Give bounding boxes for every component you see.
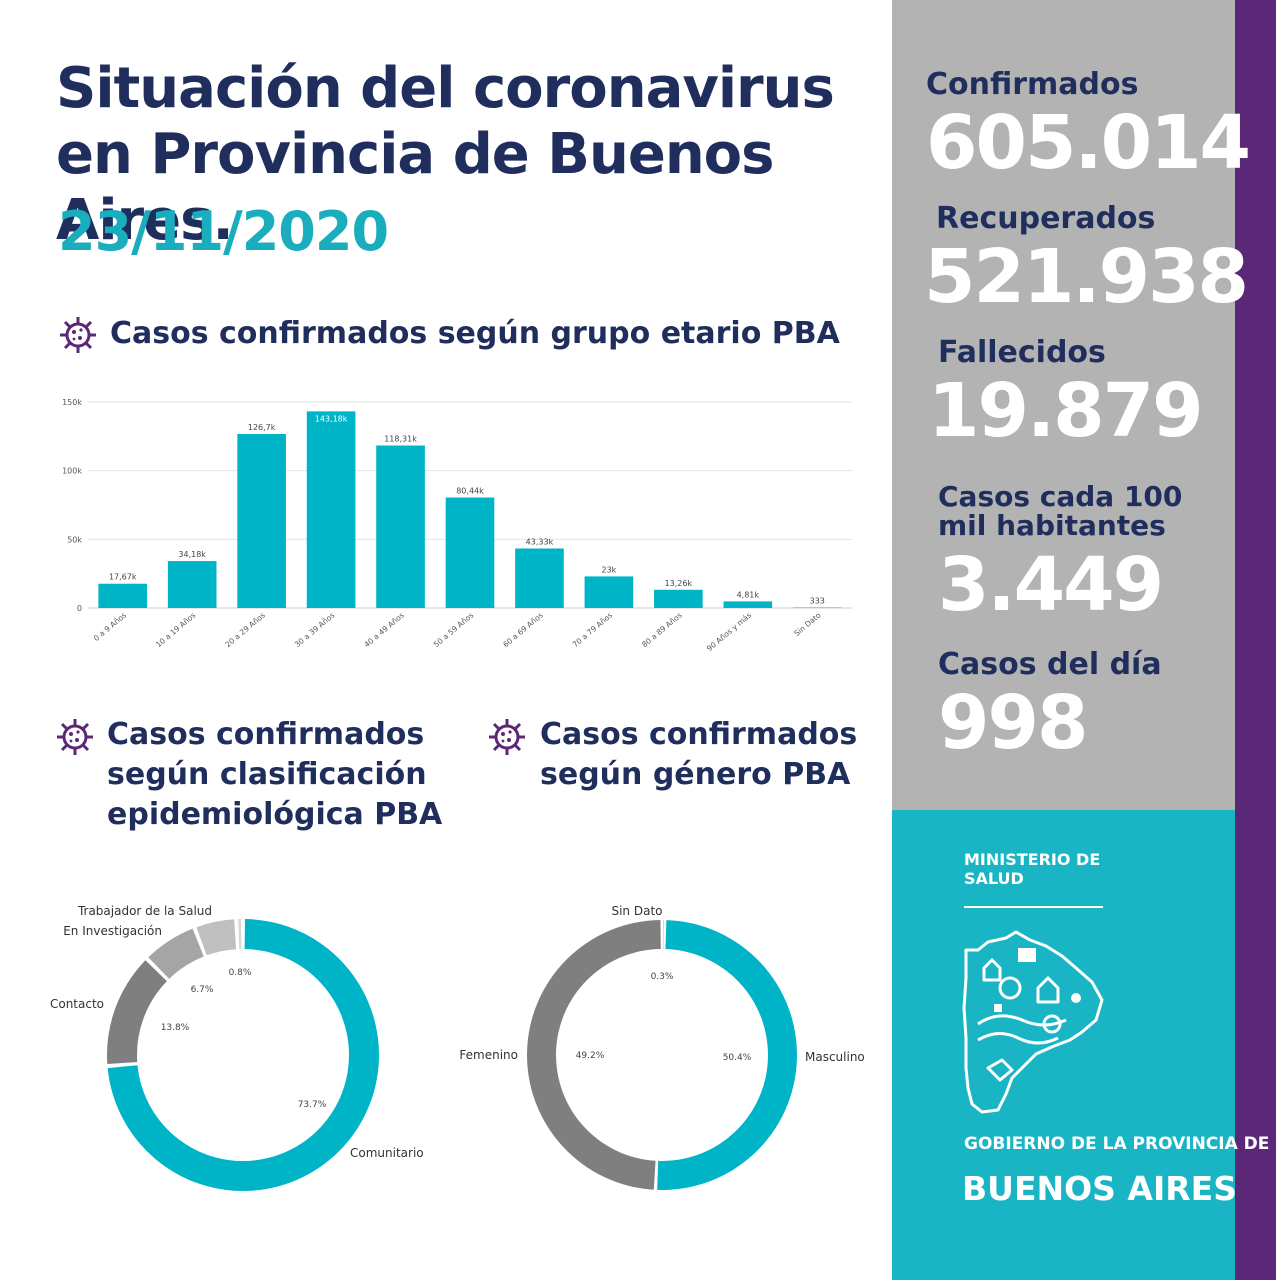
gender-chart-title: Casos confirmados según género PBA [540, 717, 858, 792]
epi-chart-title: Casos confirmados según clasificación ep… [107, 717, 443, 832]
donut-slice [107, 960, 167, 1065]
bar-data-label: 13,26k [665, 579, 693, 588]
slice-percent-label: 0.8% [229, 968, 252, 978]
slice-category-label: Sin Dato [611, 904, 662, 918]
age-chart-title: Casos confirmados según grupo etario PBA [110, 316, 840, 351]
bar [654, 589, 703, 608]
x-tick-label: 20 a 29 Años [223, 611, 267, 650]
epi-donut-chart: 73.7% Comunitario 13.8% Contacto 6.7% En Inve… [50, 904, 424, 1191]
bar-data-label: 118,31k [384, 435, 417, 444]
slice-percent-label: 0.3% [651, 972, 674, 982]
fallecidos-label: Fallecidos [938, 335, 1106, 370]
x-tick-label: 70 a 79 Años [571, 611, 615, 650]
bar-data-label: 143,18k [315, 414, 348, 423]
y-tick-label: 0 [77, 604, 82, 613]
bar-data-label: 4,81k [737, 590, 760, 599]
bar [237, 433, 286, 608]
donut-slice [148, 928, 204, 979]
slice-category-label: Comunitario [350, 1146, 424, 1160]
x-tick-label: Sin Dato [792, 610, 823, 638]
virus-icon [489, 719, 525, 755]
donut-slice [657, 920, 798, 1190]
bar [167, 561, 217, 608]
casos100-label: Casos cada 100 mil habitantes [938, 480, 1183, 542]
report-date: 23/11/2020 [58, 200, 389, 263]
bar-data-label: 23k [602, 565, 617, 574]
casos100-value: 3.449 [938, 542, 1164, 628]
bar-data-label: 34,18k [178, 550, 206, 559]
government-label: GOBIERNO DE LA PROVINCIA DE [964, 1134, 1270, 1154]
bar [376, 445, 425, 608]
ministry-label: MINISTERIO DE SALUD [964, 850, 1101, 888]
casosdia-value: 998 [938, 680, 1088, 766]
x-tick-label: 0 a 9 Años [92, 611, 128, 643]
fallecidos-value: 19.879 [928, 368, 1204, 454]
x-tick-label: 30 a 39 Años [293, 611, 337, 650]
slice-percent-label: 6.7% [191, 985, 214, 995]
bar [723, 601, 773, 608]
y-tick-label: 150k [62, 398, 82, 407]
province-map-logo [962, 930, 1104, 1114]
y-tick-label: 100k [62, 467, 82, 476]
virus-icon [60, 317, 96, 353]
virus-icon [57, 719, 93, 755]
slice-percent-label: 50.4% [723, 1053, 752, 1063]
bar-data-label: 17,67k [109, 573, 137, 582]
bar [306, 411, 356, 608]
age-bar-chart: 0 50k 100k 150k 17,67k 0 a 9 Años 34,18k 10 a 1… [62, 398, 852, 654]
x-tick-label: 40 a 49 Años [362, 611, 406, 650]
stats-panel [892, 0, 1235, 810]
y-tick-label: 50k [67, 535, 82, 544]
donut-slice [196, 919, 237, 956]
x-tick-label: 60 a 69 Años [501, 611, 545, 650]
slice-percent-label: 13.8% [161, 1023, 190, 1033]
x-tick-label: 10 a 19 Años [154, 611, 198, 650]
x-tick-label: 90 Años y más [705, 611, 753, 654]
x-tick-label: 50 a 59 Años [432, 611, 476, 650]
slice-category-label: Femenino [459, 1048, 518, 1062]
recuperados-label: Recuperados [936, 201, 1156, 236]
bar-data-label: 43,33k [526, 537, 554, 546]
logo-panel [892, 810, 1235, 1280]
buenos-aires-label: BUENOS AIRES [962, 1169, 1237, 1208]
side-stripe [1235, 0, 1276, 1280]
bar [584, 576, 634, 608]
bar-data-label: 126,7k [248, 423, 276, 432]
bar [445, 497, 495, 608]
slice-percent-label: 49.2% [576, 1051, 605, 1061]
donut-slice [527, 920, 661, 1190]
slice-category-label: Contacto [50, 997, 104, 1011]
bar [98, 583, 148, 608]
slice-percent-label: 73.7% [298, 1100, 327, 1110]
bar [515, 548, 564, 608]
bar-data-label: 333 [810, 597, 825, 606]
ministry-divider [964, 906, 1103, 908]
slice-category-label: En Investigación [63, 924, 162, 938]
donut-slice [107, 919, 380, 1191]
slice-category-label: Trabajador de la Salud [77, 904, 212, 918]
casosdia-label: Casos del día [938, 647, 1162, 682]
bar-data-label: 80,44k [456, 487, 484, 496]
confirmados-value: 605.014 [926, 100, 1251, 186]
donut-slice [662, 920, 664, 950]
confirmados-label: Confirmados [926, 67, 1139, 102]
gender-donut-chart: 50.4% Masculino 49.2% Femenino 0.3% Sin Dato [459, 904, 865, 1190]
donut-slice [238, 919, 242, 950]
recuperados-value: 521.938 [924, 234, 1249, 320]
page-title: Situación del coronavirus en Provincia d… [56, 56, 835, 253]
x-tick-label: 80 a 89 Años [640, 611, 684, 650]
slice-category-label: Masculino [805, 1050, 865, 1064]
